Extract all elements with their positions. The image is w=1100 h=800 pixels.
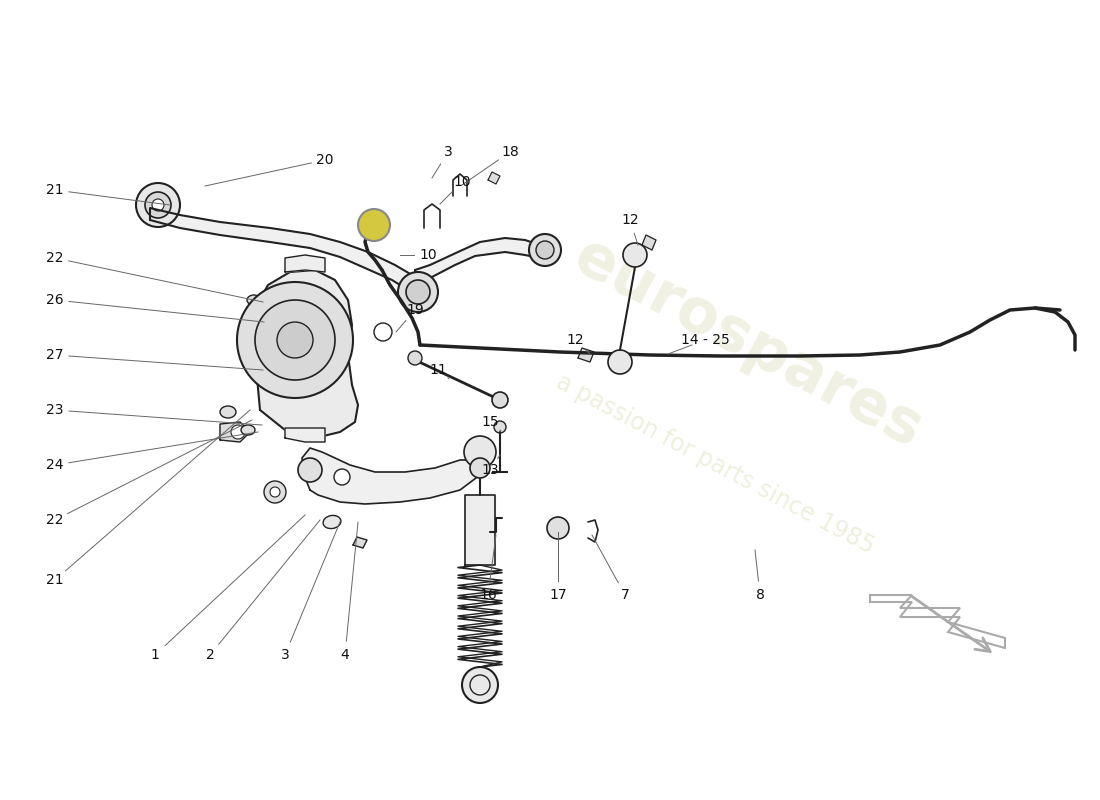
Circle shape <box>398 272 438 312</box>
Text: eurospares: eurospares <box>563 227 933 461</box>
Circle shape <box>629 249 641 261</box>
Text: 18: 18 <box>502 145 519 159</box>
Circle shape <box>231 425 245 439</box>
Text: 23: 23 <box>46 403 64 417</box>
Circle shape <box>277 322 313 358</box>
Circle shape <box>265 345 279 359</box>
Circle shape <box>462 667 498 703</box>
Text: 10: 10 <box>453 175 471 189</box>
Polygon shape <box>353 537 367 548</box>
Text: a passion for parts since 1985: a passion for parts since 1985 <box>552 370 878 558</box>
Circle shape <box>258 359 277 377</box>
Circle shape <box>529 234 561 266</box>
Text: 14 - 25: 14 - 25 <box>681 333 729 347</box>
Text: 7: 7 <box>620 588 629 602</box>
Ellipse shape <box>241 425 255 435</box>
Text: 20: 20 <box>317 153 333 167</box>
Polygon shape <box>578 348 594 362</box>
Text: 1: 1 <box>151 648 160 662</box>
Circle shape <box>136 183 180 227</box>
Circle shape <box>547 517 569 539</box>
Polygon shape <box>302 448 480 504</box>
Text: 12: 12 <box>621 213 639 227</box>
Text: 21: 21 <box>46 573 64 587</box>
Circle shape <box>464 436 496 468</box>
Ellipse shape <box>248 295 261 305</box>
Text: 15: 15 <box>481 415 498 429</box>
Text: 4: 4 <box>341 648 350 662</box>
Ellipse shape <box>323 515 341 529</box>
Text: 21: 21 <box>46 183 64 197</box>
Circle shape <box>492 392 508 408</box>
Text: 13: 13 <box>481 463 498 477</box>
Circle shape <box>264 481 286 503</box>
Circle shape <box>152 199 164 211</box>
Text: 26: 26 <box>46 293 64 307</box>
Text: 22: 22 <box>46 513 64 527</box>
Circle shape <box>623 243 647 267</box>
Polygon shape <box>150 208 418 295</box>
Polygon shape <box>220 422 250 442</box>
Circle shape <box>552 522 564 534</box>
Text: 12: 12 <box>566 333 584 347</box>
Circle shape <box>470 458 490 478</box>
Circle shape <box>263 363 273 373</box>
Circle shape <box>608 350 632 374</box>
Circle shape <box>298 458 322 482</box>
Circle shape <box>536 241 554 259</box>
Circle shape <box>255 300 336 380</box>
Text: 16: 16 <box>480 588 497 602</box>
Circle shape <box>145 192 170 218</box>
Circle shape <box>408 351 422 365</box>
Text: 8: 8 <box>756 588 764 602</box>
Polygon shape <box>465 495 495 565</box>
Text: 11: 11 <box>429 363 447 377</box>
Text: 10: 10 <box>419 248 437 262</box>
Text: 3: 3 <box>280 648 289 662</box>
Text: 22: 22 <box>46 251 64 265</box>
Text: 2: 2 <box>206 648 214 662</box>
Circle shape <box>473 445 487 459</box>
Polygon shape <box>285 428 324 442</box>
Polygon shape <box>642 235 656 250</box>
Polygon shape <box>285 255 324 272</box>
Polygon shape <box>415 238 544 282</box>
Circle shape <box>236 282 353 398</box>
Text: 24: 24 <box>46 458 64 472</box>
Text: 17: 17 <box>549 588 566 602</box>
Circle shape <box>358 209 390 241</box>
Text: 19: 19 <box>406 303 424 317</box>
Ellipse shape <box>220 406 236 418</box>
Ellipse shape <box>248 316 263 328</box>
Circle shape <box>334 469 350 485</box>
Circle shape <box>374 323 392 341</box>
Circle shape <box>270 487 280 497</box>
Circle shape <box>406 280 430 304</box>
Text: 27: 27 <box>46 348 64 362</box>
Polygon shape <box>252 270 358 438</box>
Circle shape <box>494 421 506 433</box>
Circle shape <box>614 356 626 368</box>
Text: 3: 3 <box>443 145 452 159</box>
Polygon shape <box>488 172 501 184</box>
